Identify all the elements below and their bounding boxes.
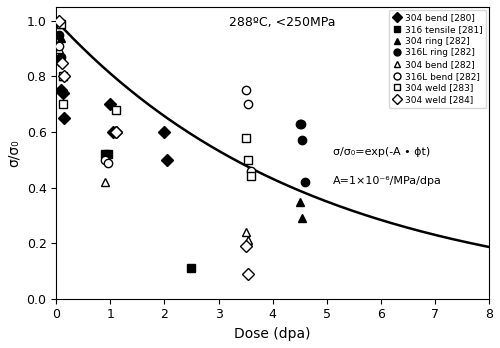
316L ring [282] (58, 55, 64, 59)
304 bend [282] (246, 238, 252, 243)
304 weld [284] (62, 74, 68, 79)
304 ring [282] (60, 74, 66, 79)
316L bend [282] (248, 169, 254, 173)
Line: 304 ring [282]: 304 ring [282] (56, 33, 306, 222)
304 weld [284] (56, 19, 62, 23)
304 bend [282] (242, 230, 248, 234)
304 bend [282] (102, 180, 108, 184)
304 ring [282] (58, 35, 64, 40)
304 weld [283] (242, 135, 248, 140)
316L ring [282] (296, 121, 302, 126)
304 weld [284] (58, 61, 64, 65)
316 tensile [281] (56, 22, 62, 26)
Text: σ/σ₀=exp(-A • ϕt): σ/σ₀=exp(-A • ϕt) (333, 147, 430, 157)
316L ring [282] (302, 180, 308, 184)
304 weld [283] (60, 74, 66, 79)
316 tensile [281] (102, 152, 108, 156)
304 ring [282] (300, 216, 306, 220)
316L ring [282] (56, 33, 62, 37)
316L ring [282] (298, 121, 304, 126)
316 tensile [281] (188, 266, 194, 270)
304 weld [283] (60, 102, 66, 106)
316L bend [282] (242, 88, 248, 93)
Line: 304 weld [284]: 304 weld [284] (55, 17, 252, 278)
304 ring [282] (296, 199, 302, 204)
304 bend [280] (60, 91, 66, 95)
304 weld [283] (112, 108, 118, 112)
X-axis label: Dose (dpa): Dose (dpa) (234, 327, 311, 341)
Line: 316L ring [282]: 316L ring [282] (55, 31, 310, 186)
304 bend [280] (62, 116, 68, 120)
Line: 316 tensile [281]: 316 tensile [281] (55, 19, 196, 272)
Text: A=1×10⁻⁶/MPa/dpa: A=1×10⁻⁶/MPa/dpa (333, 176, 442, 186)
304 weld [283] (246, 158, 252, 162)
304 bend [280] (164, 158, 170, 162)
304 bend [280] (162, 130, 168, 134)
304 bend [280] (110, 130, 116, 134)
316L ring [282] (300, 138, 306, 142)
304 weld [284] (246, 272, 252, 276)
316L bend [282] (104, 160, 110, 165)
304 bend [280] (108, 102, 114, 106)
316L bend [282] (56, 44, 62, 48)
304 bend [280] (56, 58, 62, 62)
304 bend [282] (56, 47, 62, 51)
304 bend [280] (112, 130, 118, 134)
Y-axis label: σ/σ₀: σ/σ₀ (7, 139, 21, 167)
Line: 316L bend [282]: 316L bend [282] (55, 42, 255, 175)
304 weld [284] (112, 130, 118, 134)
304 weld [283] (248, 174, 254, 179)
Line: 304 bend [282]: 304 bend [282] (55, 45, 252, 245)
Line: 304 bend [280]: 304 bend [280] (55, 56, 172, 164)
304 weld [284] (242, 244, 248, 248)
316L bend [282] (102, 158, 108, 162)
Text: 288ºC, <250MPa: 288ºC, <250MPa (230, 16, 336, 29)
Legend: 304 bend [280], 316 tensile [281], 304 ring [282], 316L ring [282], 304 bend [28: 304 bend [280], 316 tensile [281], 304 r… (389, 10, 486, 108)
Line: 304 weld [283]: 304 weld [283] (56, 19, 255, 181)
316L bend [282] (246, 102, 252, 106)
304 weld [283] (58, 22, 64, 26)
304 bend [280] (58, 88, 64, 93)
316 tensile [281] (104, 152, 110, 156)
